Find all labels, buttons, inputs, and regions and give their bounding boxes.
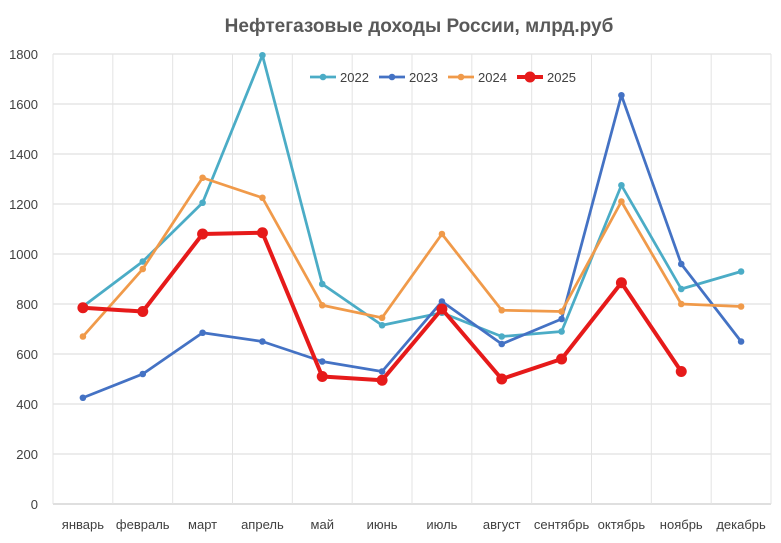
- x-tick-label: сентябрь: [534, 517, 590, 532]
- data-point: [737, 303, 745, 310]
- data-point: [378, 321, 386, 329]
- series-line: [81, 93, 743, 400]
- data-point: [256, 227, 268, 239]
- series-2023: [79, 91, 745, 402]
- data-point: [677, 260, 685, 268]
- data-point: [79, 394, 87, 402]
- data-point: [378, 368, 386, 375]
- legend-label: 2023: [409, 70, 438, 85]
- legend-item-2022: 2022: [310, 70, 369, 85]
- y-tick-label: 1800: [9, 47, 38, 62]
- y-tick-label: 1400: [9, 147, 38, 162]
- data-point: [139, 258, 147, 265]
- data-point: [77, 302, 89, 314]
- legend-marker: [457, 73, 465, 81]
- x-tick-label: март: [188, 517, 217, 532]
- data-point: [197, 228, 209, 240]
- data-point: [558, 315, 565, 323]
- legend-item-2025: 2025: [517, 70, 576, 85]
- data-point: [436, 303, 448, 315]
- y-tick-label: 0: [31, 497, 38, 512]
- data-point: [316, 371, 328, 382]
- x-tick-label: ноябрь: [660, 517, 703, 532]
- data-point: [615, 277, 627, 289]
- y-tick-label: 1200: [9, 197, 38, 212]
- x-tick-label: май: [311, 517, 334, 532]
- y-tick-label: 400: [16, 397, 38, 412]
- data-point: [199, 199, 206, 207]
- data-point: [438, 230, 446, 238]
- data-point: [318, 358, 326, 365]
- data-point: [438, 298, 446, 305]
- legend-label: 2022: [340, 70, 369, 85]
- data-point: [139, 265, 147, 273]
- x-tick-label: октябрь: [598, 517, 646, 532]
- x-tick-label: февраль: [116, 517, 170, 532]
- data-point: [259, 338, 266, 345]
- x-tick-label: апрель: [241, 517, 284, 532]
- data-point: [737, 338, 745, 345]
- data-point: [498, 333, 506, 340]
- y-tick-label: 1000: [9, 247, 38, 262]
- x-tick-label: август: [483, 517, 521, 532]
- data-point: [318, 301, 326, 309]
- series-2024: [79, 174, 745, 340]
- data-point: [199, 174, 206, 182]
- data-point: [259, 194, 266, 202]
- data-point: [137, 306, 149, 317]
- x-axis: январь февраль март апрель май июнь июль август…: [62, 517, 766, 532]
- data-point: [677, 300, 685, 308]
- x-tick-label: июль: [426, 517, 457, 532]
- series-2025: [77, 227, 687, 386]
- data-point: [79, 333, 87, 340]
- data-point: [675, 366, 687, 377]
- data-point: [498, 306, 506, 314]
- data-point: [618, 91, 625, 99]
- data-point: [618, 181, 625, 189]
- x-tick-label: январь: [62, 517, 104, 532]
- data-point: [318, 280, 326, 288]
- series-line: [81, 176, 743, 338]
- legend-label: 2025: [547, 70, 576, 85]
- data-point: [199, 329, 206, 337]
- data-point: [378, 314, 386, 322]
- series-group: [77, 51, 745, 402]
- legend-item-2024: 2024: [448, 70, 507, 85]
- legend-marker: [388, 73, 396, 81]
- data-point: [737, 268, 745, 275]
- legend-label: 2024: [478, 70, 507, 85]
- y-axis: 0 200 400 600 800 1000 1200 1400 1600 1800: [9, 47, 38, 512]
- y-tick-label: 800: [16, 297, 38, 312]
- x-tick-label: декабрь: [716, 517, 766, 532]
- y-tick-label: 600: [16, 347, 38, 362]
- data-point: [496, 373, 508, 385]
- data-point: [677, 285, 685, 293]
- y-tick-label: 200: [16, 447, 38, 462]
- category-dividers: [52, 54, 772, 504]
- data-point: [259, 51, 266, 59]
- data-point: [139, 370, 147, 378]
- data-point: [558, 328, 565, 335]
- y-tick-label: 1600: [9, 97, 38, 112]
- data-point: [618, 198, 625, 205]
- legend-marker: [524, 71, 536, 83]
- data-point: [498, 340, 506, 348]
- data-point: [556, 353, 568, 365]
- data-point: [558, 308, 565, 315]
- x-tick-label: июнь: [367, 517, 398, 532]
- legend-marker: [319, 73, 327, 81]
- series-line: [81, 53, 743, 338]
- legend: 2022 2023 2024 2025: [310, 70, 576, 85]
- legend-item-2023: 2023: [379, 70, 438, 85]
- chart-title: Нефтегазовые доходы России, млрд.руб: [225, 16, 614, 37]
- data-point: [376, 374, 388, 386]
